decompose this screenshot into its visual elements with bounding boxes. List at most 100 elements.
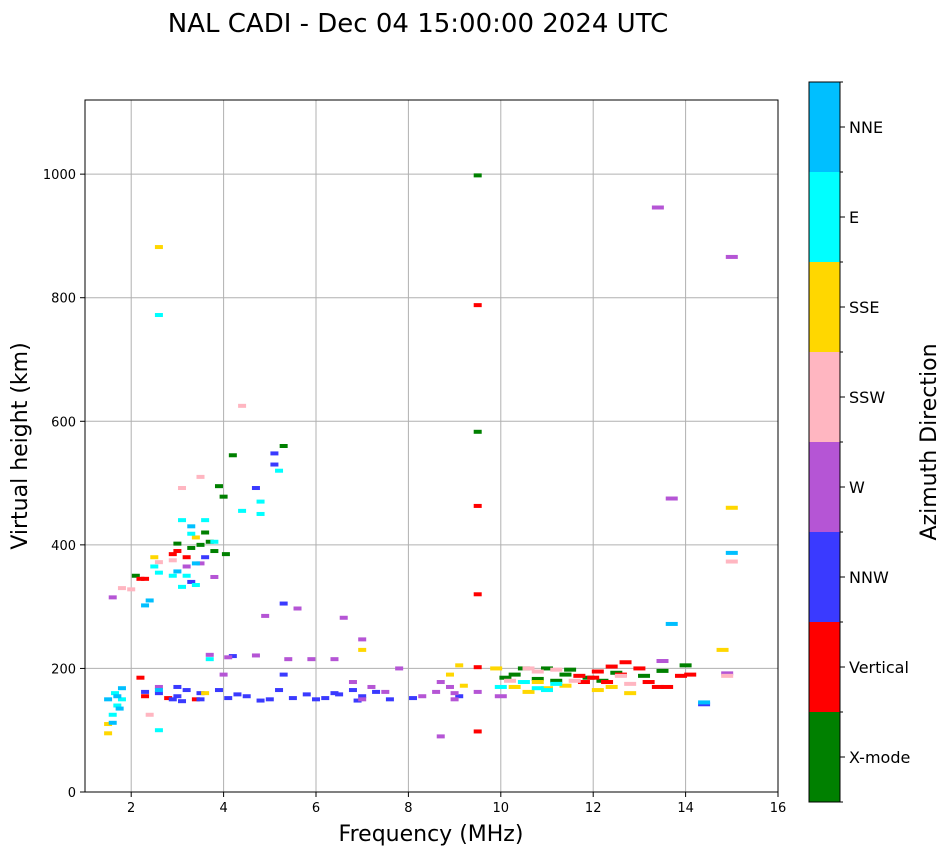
colorbar-label: NNW [849, 568, 889, 587]
data-point-nne [173, 569, 182, 574]
data-point-w [651, 205, 664, 210]
data-point-w [154, 684, 163, 689]
data-point-e [108, 712, 117, 717]
data-point-w [436, 680, 445, 685]
data-point-ssw [725, 559, 738, 564]
colorbar-segment [809, 622, 840, 712]
data-point-nnw [242, 694, 251, 699]
data-point-nne [104, 697, 113, 702]
data-point-x-mode [173, 541, 182, 546]
data-point-ssw [522, 666, 535, 671]
data-point-w [224, 655, 233, 660]
x-tick-label: 2 [127, 801, 135, 816]
data-point-nnw [224, 696, 233, 701]
data-point-vertical [473, 665, 482, 670]
data-point-e [201, 518, 210, 523]
data-point-sse [490, 666, 503, 671]
data-point-vertical [136, 576, 145, 581]
data-point-nnw [178, 699, 187, 704]
x-tick-label: 4 [219, 801, 227, 816]
data-point-nnw [154, 691, 163, 696]
data-point-x-mode [559, 672, 572, 677]
data-point-vertical [473, 592, 482, 597]
data-point-w [307, 657, 316, 662]
data-point-vertical [605, 664, 618, 669]
x-tick-label: 6 [312, 801, 320, 816]
data-point-nne [698, 700, 711, 705]
data-point-sse [154, 245, 163, 250]
data-point-e [113, 703, 122, 708]
data-point-sse [104, 731, 113, 736]
data-point-nne [154, 688, 163, 693]
data-point-vertical [661, 684, 674, 689]
colorbar-segment [809, 352, 840, 442]
data-point-ssw [531, 669, 544, 674]
data-point-nnw [385, 697, 394, 702]
data-point-x-mode [508, 672, 521, 677]
data-point-ssw [238, 403, 247, 408]
data-point-w [358, 697, 367, 702]
data-point-sse [522, 689, 535, 694]
data-point-vertical [182, 555, 191, 560]
data-point-vertical [577, 680, 590, 685]
data-point-vertical [136, 675, 145, 680]
data-point-nnw [348, 688, 357, 693]
data-point-nnw [335, 692, 344, 697]
colorbar-segment [809, 442, 840, 532]
data-point-w [261, 613, 270, 618]
data-point-nnw [279, 672, 288, 677]
data-point-nne [141, 603, 150, 608]
data-point-e [550, 681, 563, 686]
data-point-e [117, 697, 126, 702]
data-point-x-mode [473, 429, 482, 434]
data-point-x-mode [205, 539, 214, 544]
data-point-w [284, 657, 293, 662]
data-point-w [473, 689, 482, 694]
data-point-w [182, 564, 191, 569]
data-point-x-mode [638, 673, 651, 678]
data-point-nnw [358, 694, 367, 699]
data-point-w [293, 606, 302, 611]
y-tick-label: 200 [51, 662, 76, 677]
data-point-nnw [265, 697, 274, 702]
data-point-ssw [568, 678, 581, 683]
data-point-ssw [127, 587, 136, 592]
data-point-e [531, 686, 544, 691]
data-point-w [358, 637, 367, 642]
data-point-sse [591, 688, 604, 693]
data-point-w [108, 595, 117, 600]
data-point-ssw [154, 560, 163, 565]
data-point-vertical [473, 303, 482, 308]
data-point-x-mode [131, 573, 140, 578]
data-point-nne [191, 561, 200, 566]
data-point-sse [104, 722, 113, 727]
data-point-vertical [601, 680, 614, 685]
x-axis-label: Frequency (MHz) [339, 822, 524, 847]
colorbar-label: SSW [849, 388, 885, 407]
data-point-x-mode [531, 676, 544, 681]
data-point-w [721, 671, 734, 676]
data-point-nnw [141, 689, 150, 694]
data-point-vertical [473, 729, 482, 734]
data-point-nnw [330, 691, 339, 696]
data-point-x-mode [473, 173, 482, 178]
data-point-nnw [302, 692, 311, 697]
data-point-sse [201, 691, 210, 696]
data-point-w [348, 680, 357, 685]
data-point-w [196, 561, 205, 566]
data-point-nnw [312, 697, 320, 702]
data-point-w [445, 684, 454, 689]
data-point-vertical [591, 669, 604, 674]
data-point-ssw [504, 678, 517, 683]
data-point-vertical [587, 675, 600, 680]
data-points [104, 173, 738, 739]
data-point-nne [665, 621, 678, 626]
data-point-nne [115, 706, 124, 711]
data-point-w [432, 689, 441, 694]
colorbar-label: E [849, 208, 859, 227]
data-point-sse [716, 647, 729, 652]
y-tick-label: 600 [51, 415, 76, 430]
data-point-w [367, 684, 376, 689]
data-point-nnw [270, 451, 279, 456]
